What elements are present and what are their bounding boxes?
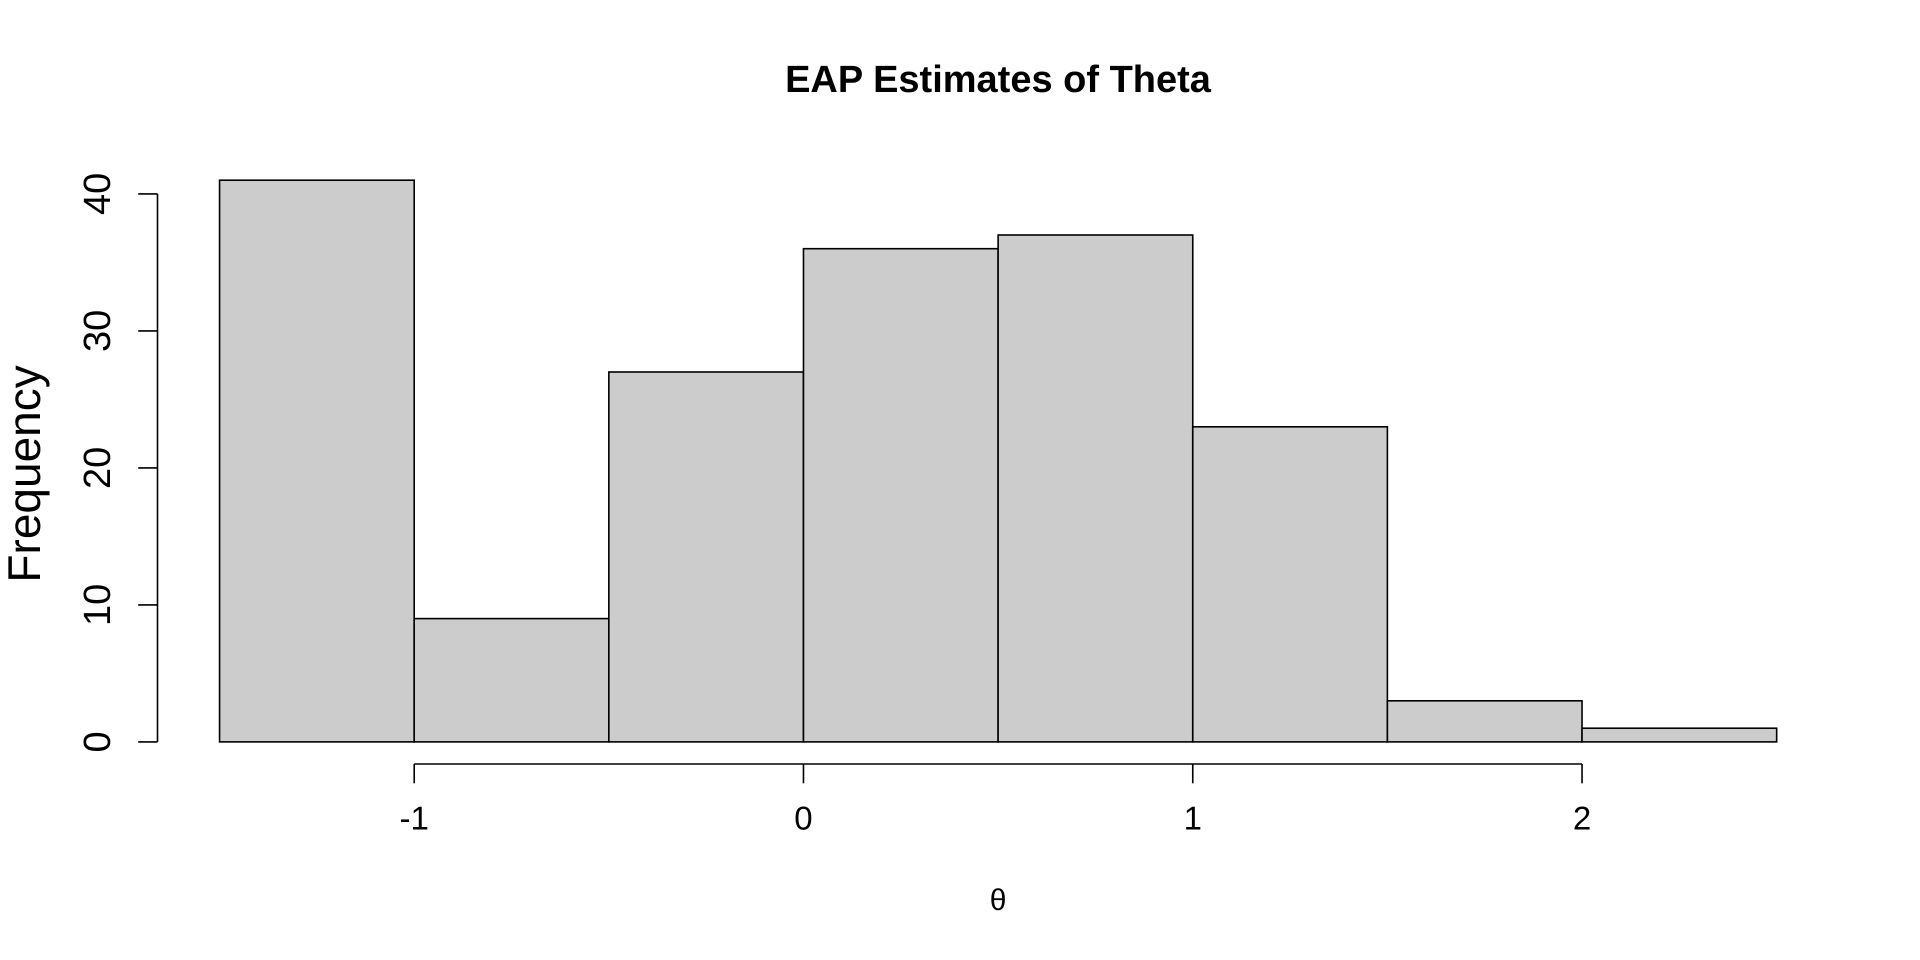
svg-text:EAP Estimates of Theta: EAP Estimates of Theta	[785, 59, 1212, 101]
svg-text:1: 1	[1184, 800, 1202, 837]
svg-text:0: 0	[77, 731, 119, 752]
svg-text:Frequency: Frequency	[0, 365, 50, 582]
svg-text:θ: θ	[990, 884, 1007, 917]
svg-text:10: 10	[77, 584, 119, 626]
svg-text:20: 20	[77, 447, 119, 489]
svg-text:2: 2	[1573, 800, 1591, 837]
svg-text:30: 30	[77, 310, 119, 352]
svg-text:0: 0	[794, 800, 812, 837]
svg-text:-1: -1	[400, 800, 429, 837]
svg-text:40: 40	[77, 173, 119, 215]
